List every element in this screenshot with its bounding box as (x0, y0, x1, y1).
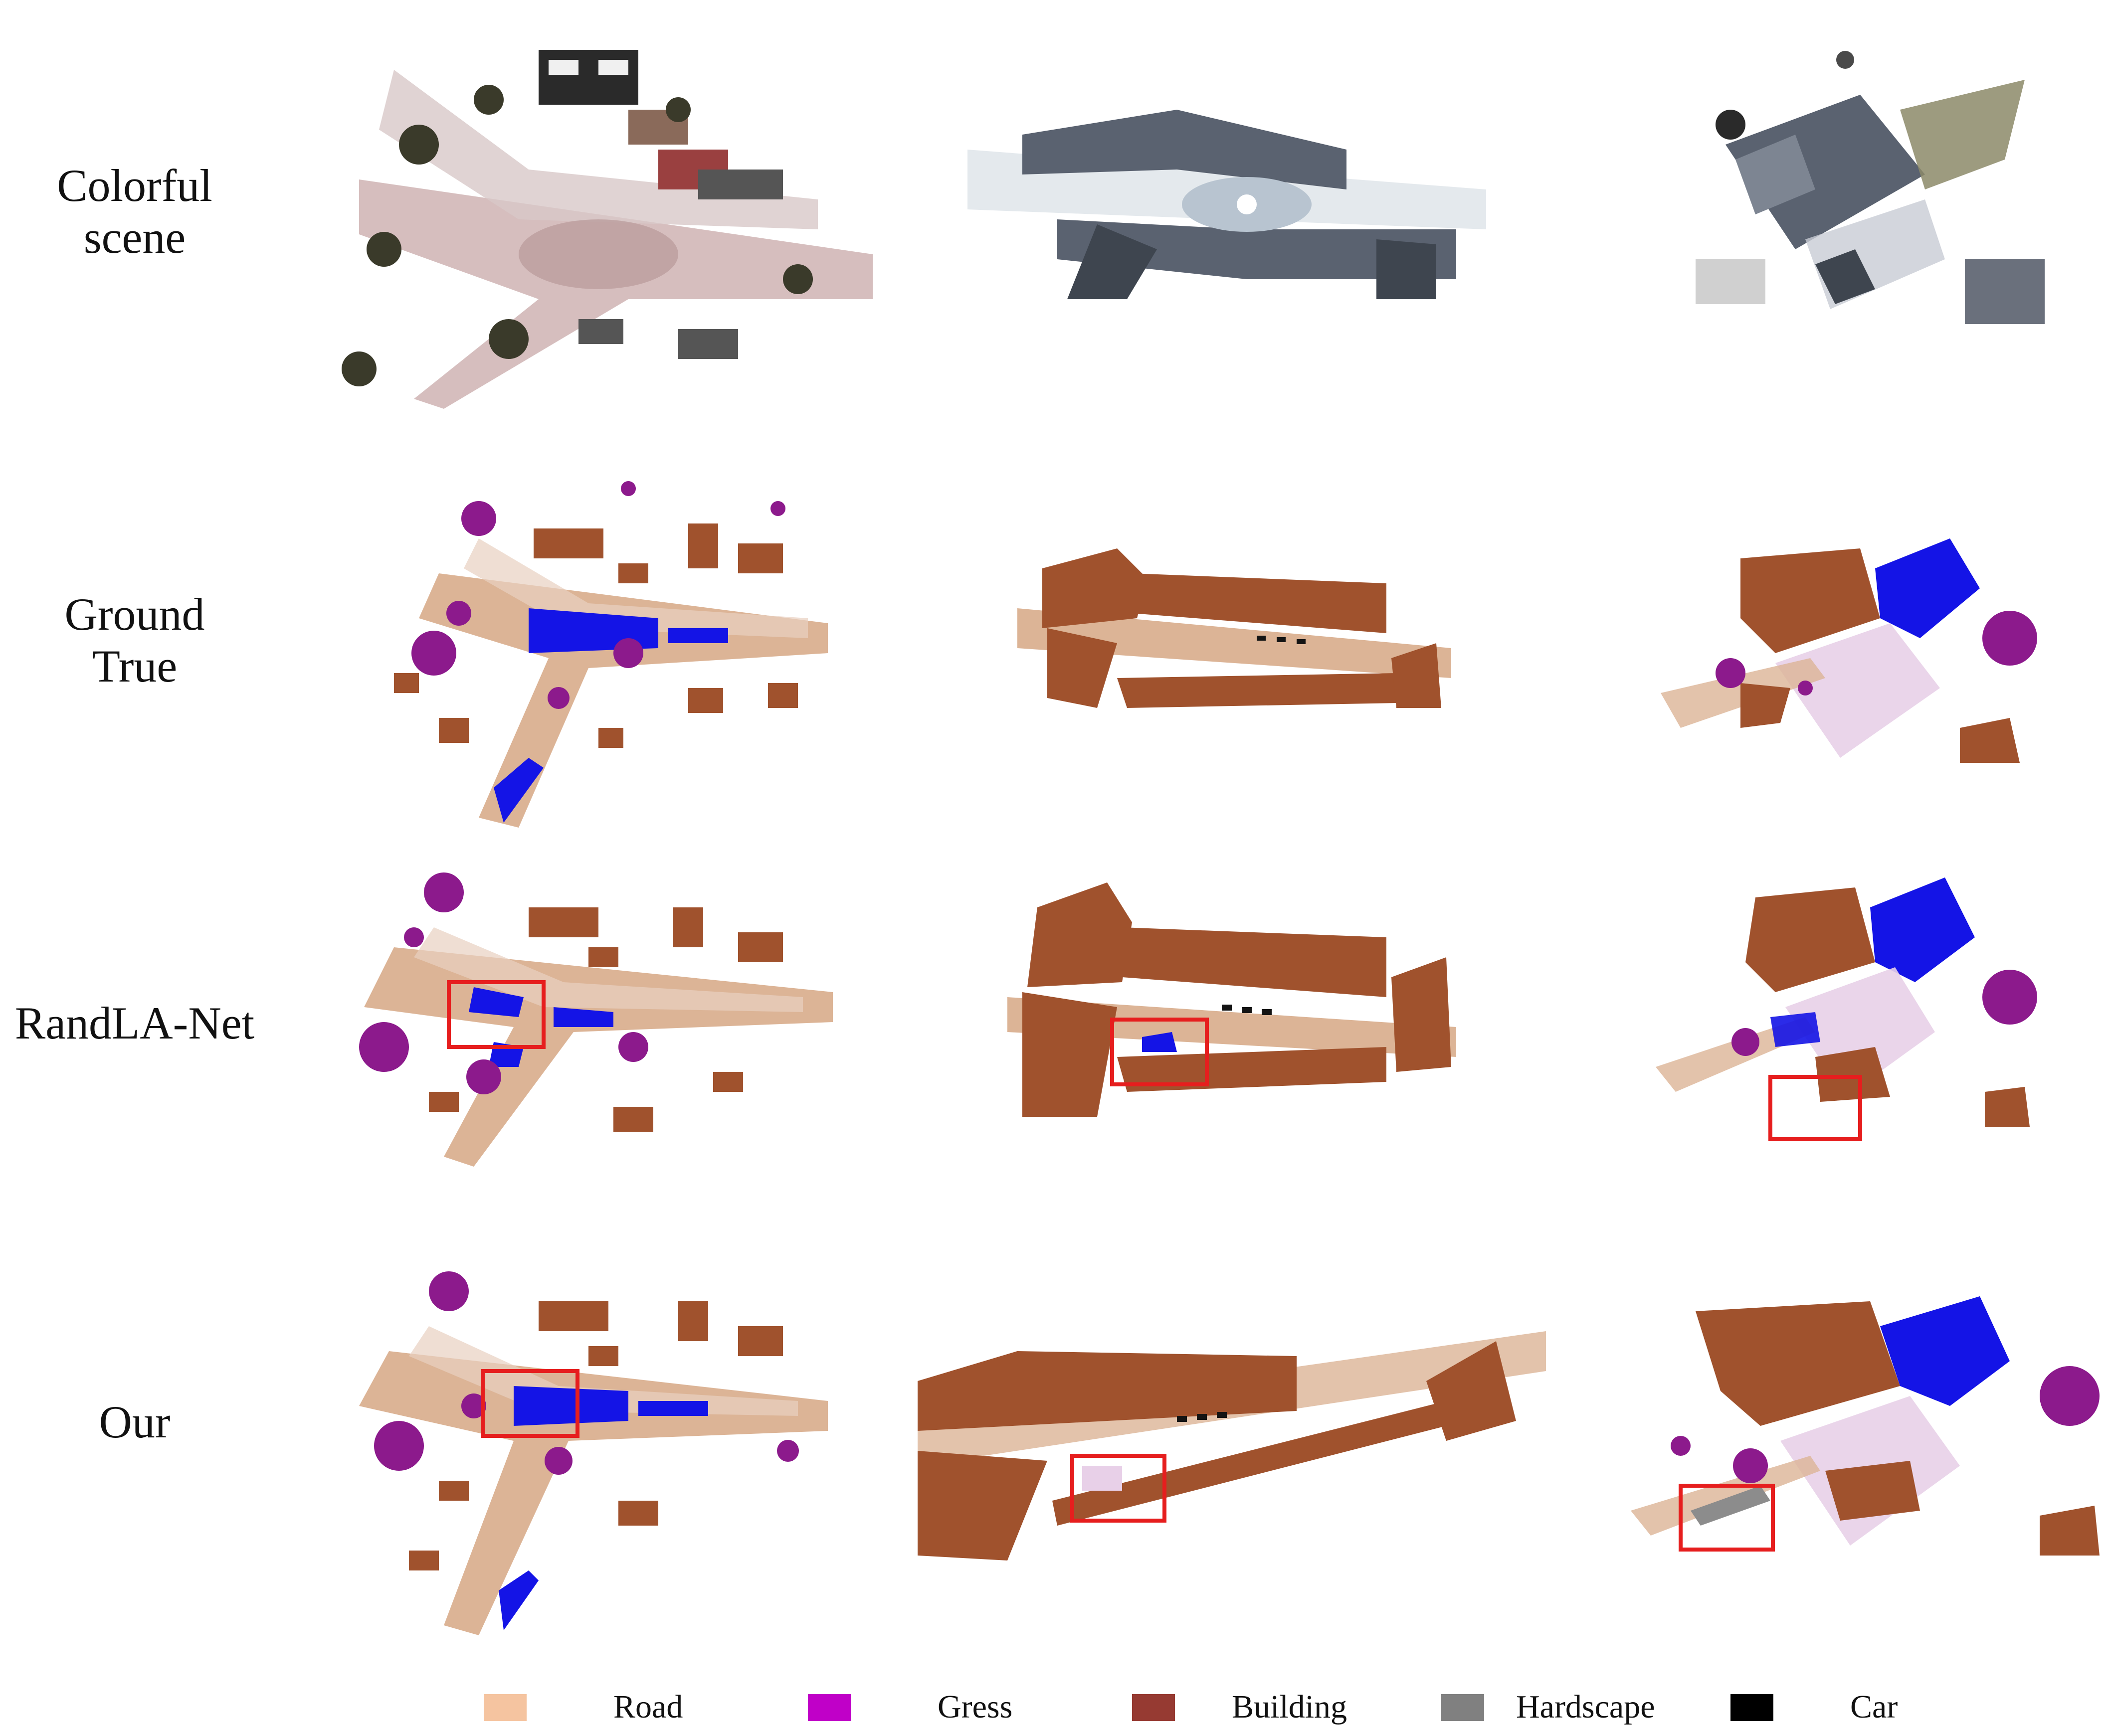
row-label-our: Our (0, 1396, 269, 1448)
colorful-scene-1 (319, 20, 878, 409)
legend-swatch-car (1730, 1694, 1773, 1721)
colorful-scene-2 (967, 90, 1496, 369)
colorful-scene-3 (1666, 50, 2065, 349)
row-label-line: True (92, 641, 178, 692)
legend-label-gress: Gress (938, 1689, 1013, 1725)
row-label-colorful-scene: Colorful scene (0, 160, 269, 263)
legend: Road Gress Building Hardscape Car (479, 1685, 1975, 1730)
ground-true-3 (1661, 528, 2060, 778)
legend-label-hardscape: Hardscape (1516, 1689, 1655, 1725)
legend-label-car: Car (1850, 1689, 1898, 1725)
row-label-ground-true: Ground True (0, 588, 269, 692)
legend-swatch-building (1132, 1694, 1175, 1721)
row-label-line: Our (99, 1396, 171, 1447)
ground-true-2 (1017, 528, 1451, 718)
legend-label-road: Road (613, 1689, 683, 1725)
row-label-line: Colorful (57, 160, 212, 211)
legend-swatch-gress (808, 1694, 851, 1721)
row-label-line: scene (83, 212, 186, 263)
our-2 (918, 1301, 1546, 1580)
row-label-line: RandLA-Net (14, 998, 255, 1048)
ground-true-1 (379, 439, 858, 828)
randla-net-2 (1007, 868, 1456, 1127)
our-3 (1631, 1276, 2108, 1595)
legend-swatch-hardscape (1441, 1694, 1484, 1721)
legend-swatch-road (484, 1694, 527, 1721)
our-1 (349, 1241, 838, 1635)
randla-net-1 (354, 848, 843, 1167)
randla-net-3 (1656, 868, 2055, 1167)
row-label-randla-net: RandLA-Net (0, 997, 269, 1049)
row-label-line: Ground (64, 589, 205, 640)
legend-label-building: Building (1232, 1689, 1347, 1725)
